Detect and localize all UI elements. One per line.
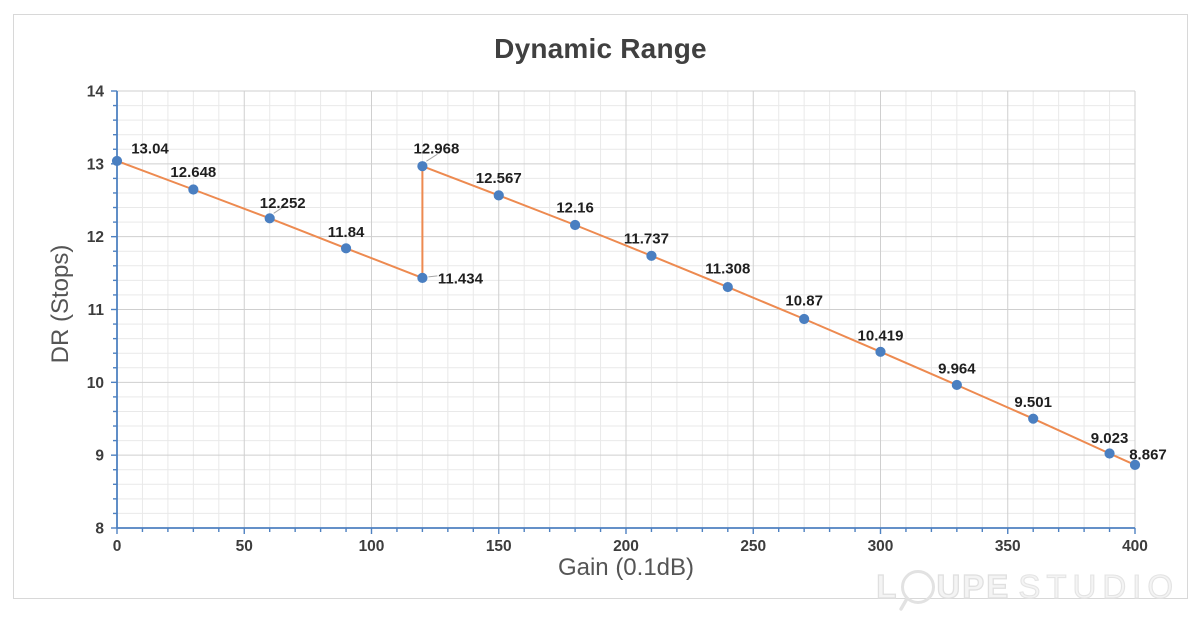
x-axis-title: Gain (0.1dB) xyxy=(557,554,695,581)
y-tick-label: 10 xyxy=(87,375,104,392)
y-tick-label: 13 xyxy=(87,156,105,173)
data-label: 12.252 xyxy=(260,195,306,212)
y-tick-labels: 8 9 10 11 12 13 14 xyxy=(87,84,105,538)
data-label: 12.648 xyxy=(170,164,216,181)
data-point[interactable] xyxy=(188,184,199,195)
series xyxy=(116,159,1136,466)
y-axis-title: DR (Stops) xyxy=(47,244,74,364)
x-tick-label: 300 xyxy=(868,538,894,555)
data-point[interactable] xyxy=(722,281,733,293)
data-point[interactable] xyxy=(570,219,581,231)
data-label: 12.968 xyxy=(413,141,459,158)
x-tick-label: 400 xyxy=(1122,538,1148,555)
watermark: L UPE STUDIO xyxy=(876,564,1179,611)
chart-container: Dynamic Range 0 50 100 150 200 250 300 350 400 8 9… xyxy=(13,14,1188,611)
data-point[interactable] xyxy=(646,250,657,261)
y-tick-label: 14 xyxy=(87,84,105,101)
axes xyxy=(111,90,1136,534)
x-tick-label: 250 xyxy=(740,538,766,555)
data-label: 13.04 xyxy=(131,140,169,157)
y-tick-label: 11 xyxy=(88,302,105,319)
data-point[interactable] xyxy=(951,379,962,391)
data-point[interactable] xyxy=(417,272,428,283)
data-label: 9.023 xyxy=(1091,430,1129,447)
data-point[interactable] xyxy=(1104,448,1115,459)
gridlines-major xyxy=(117,90,1136,528)
x-tick-labels: 0 50 100 150 200 250 300 350 400 xyxy=(113,538,1148,555)
data-point[interactable] xyxy=(875,346,886,357)
x-tick-label: 100 xyxy=(359,538,385,555)
data-label: 12.567 xyxy=(476,170,522,187)
watermark-text-left: L xyxy=(876,567,899,605)
x-tick-label: 150 xyxy=(486,538,512,555)
data-label: 9.501 xyxy=(1014,394,1052,411)
x-tick-label: 200 xyxy=(613,538,639,555)
data-label: 11.737 xyxy=(624,230,669,247)
data-label: 11.434 xyxy=(438,270,484,287)
watermark-text-mid: UPE xyxy=(936,567,1011,605)
data-label: 10.87 xyxy=(785,292,823,309)
watermark-text-right: STUDIO xyxy=(1018,567,1179,605)
data-label: 11.84 xyxy=(328,224,365,241)
magnifier-icon xyxy=(899,570,936,611)
data-label: 9.964 xyxy=(938,360,976,377)
data-label: 10.419 xyxy=(858,327,904,344)
data-label: 11.308 xyxy=(705,261,750,278)
data-point[interactable] xyxy=(1129,459,1141,470)
plot-area: 0 50 100 150 200 250 300 350 400 8 9 10 11 12 13 14 13.0… xyxy=(87,84,1167,556)
data-point[interactable] xyxy=(417,161,428,172)
data-label: 8.867 xyxy=(1129,446,1167,463)
chart-title: Dynamic Range xyxy=(494,33,707,64)
series-line xyxy=(116,159,1136,466)
data-points xyxy=(111,155,1141,470)
data-point[interactable] xyxy=(799,313,810,325)
x-tick-label: 350 xyxy=(995,538,1021,555)
label-leader-lines xyxy=(273,153,438,278)
y-tick-label: 12 xyxy=(87,229,104,246)
data-point[interactable] xyxy=(264,213,275,224)
data-point[interactable] xyxy=(1028,413,1039,424)
x-tick-label: 50 xyxy=(236,538,253,555)
y-tick-label: 9 xyxy=(95,448,104,465)
data-point[interactable] xyxy=(493,190,504,201)
x-tick-label: 0 xyxy=(113,538,122,555)
data-point[interactable] xyxy=(340,243,352,254)
data-label: 12.16 xyxy=(556,200,594,217)
y-tick-label: 8 xyxy=(95,521,104,538)
data-point[interactable] xyxy=(111,155,123,167)
